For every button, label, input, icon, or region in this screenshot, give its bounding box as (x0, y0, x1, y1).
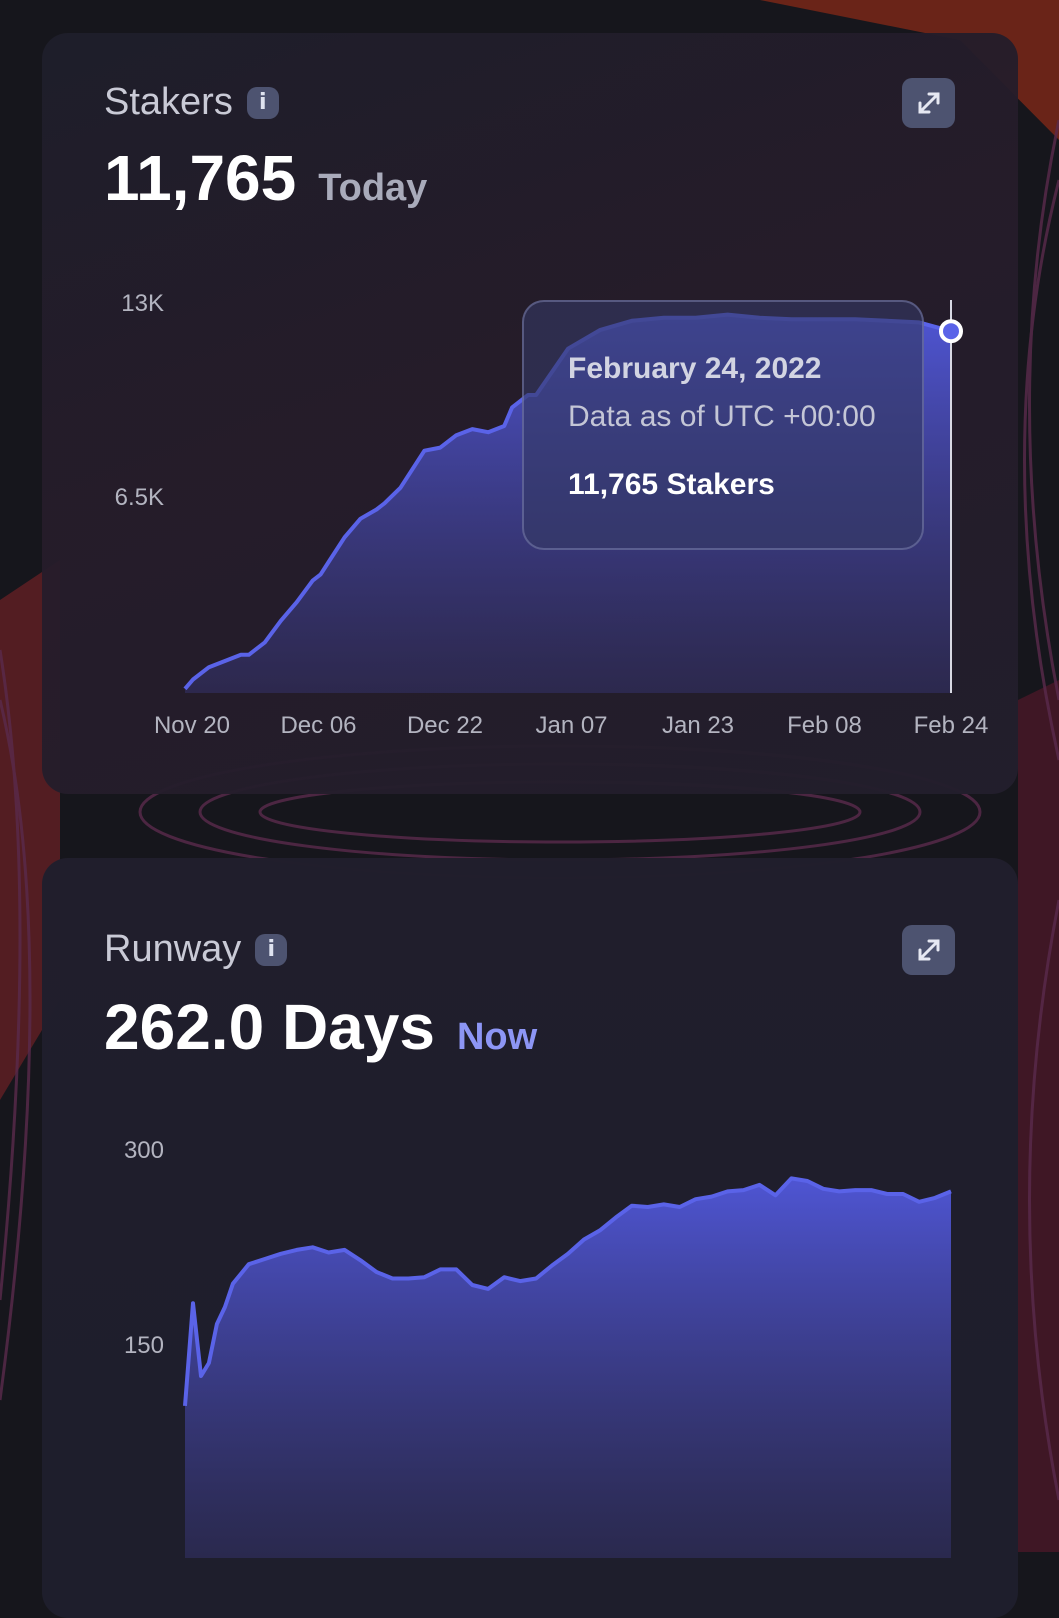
hover-marker (939, 319, 963, 344)
runway-title: Runway (104, 928, 242, 970)
stakers-value: 11,765 (104, 142, 297, 214)
x-tick-label: Dec 22 (407, 712, 483, 739)
x-tick-label: Jan 23 (662, 712, 734, 739)
stakers-period: Today (318, 167, 428, 209)
x-tick-label: Feb 08 (787, 712, 862, 739)
expand-icon[interactable] (902, 78, 955, 128)
info-icon[interactable]: i (246, 86, 279, 119)
info-icon[interactable]: i (255, 933, 288, 966)
runway-chart[interactable]: 300 150 (42, 858, 1018, 1558)
stakers-title: Stakers (104, 81, 233, 123)
y-tick-label: 6.5K (115, 484, 164, 511)
chart-tooltip: February 24, 2022 Data as of UTC +00:00 … (522, 300, 924, 550)
series-area (185, 1178, 951, 1558)
y-tick-label: 150 (124, 1332, 164, 1359)
runway-card: Runway i 262.0 Days Now 300 150 (42, 858, 1018, 1618)
runway-title-row: Runway i (104, 928, 288, 971)
tooltip-note: Data as of UTC +00:00 (568, 400, 876, 433)
x-tick-label: Dec 06 (280, 712, 356, 739)
stakers-title-row: Stakers i (104, 81, 279, 124)
expand-icon[interactable] (902, 925, 955, 975)
x-tick-label: Nov 20 (154, 712, 230, 739)
tooltip-value: 11,765 Stakers (568, 468, 775, 501)
x-tick-label: Jan 07 (535, 712, 607, 739)
runway-value: 262.0 Days (104, 991, 435, 1063)
y-tick-label: 300 (124, 1137, 164, 1164)
x-tick-label: Feb 24 (914, 712, 989, 739)
expand-arrows-icon (918, 939, 939, 961)
stakers-headline: 11,765 Today (104, 141, 427, 215)
stakers-card: Stakers i 11,765 Today 13K 6.5K Nov 20 Dec … (42, 33, 1018, 794)
expand-arrows-icon (918, 92, 939, 114)
runway-period: Now (456, 1016, 538, 1058)
tooltip-date: February 24, 2022 (568, 352, 822, 385)
runway-headline: 262.0 Days Now (104, 990, 537, 1064)
series-line (183, 1176, 952, 1407)
y-tick-label: 13K (121, 290, 164, 317)
